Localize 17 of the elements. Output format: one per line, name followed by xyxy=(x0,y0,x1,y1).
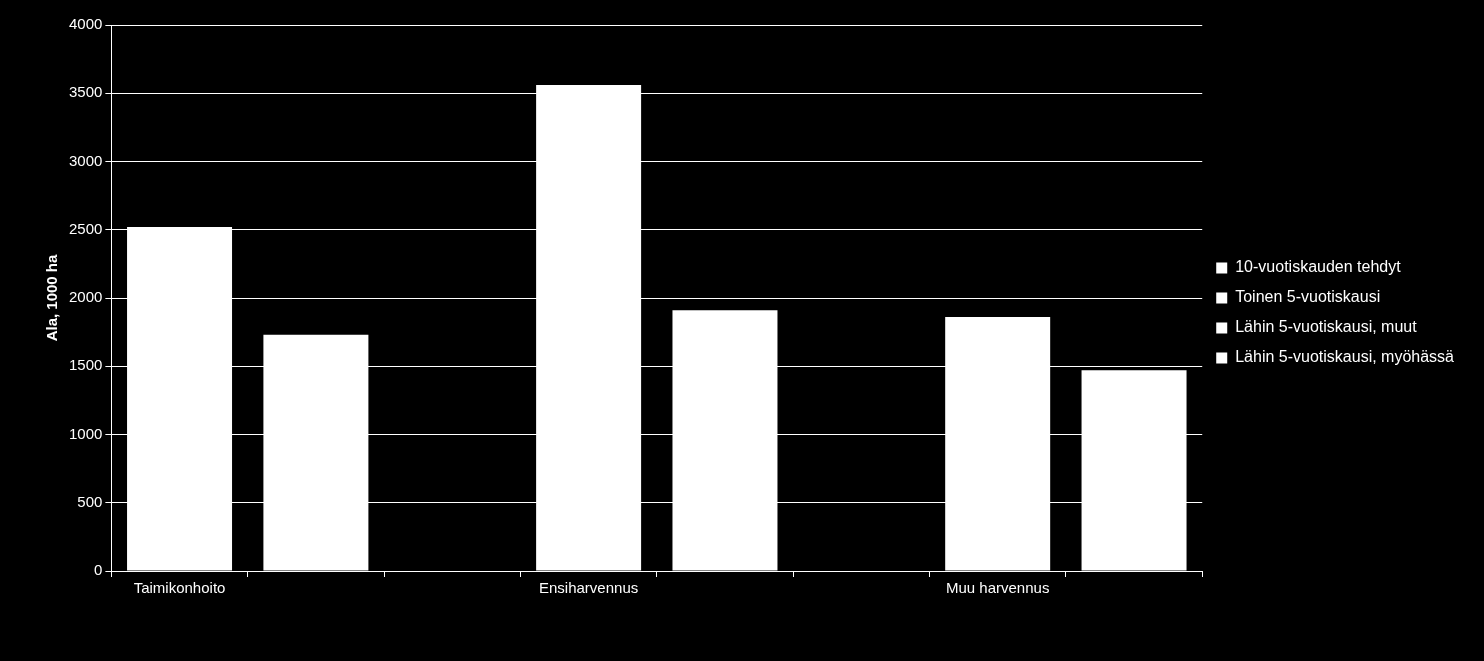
y-tick-label: 3500 xyxy=(68,83,103,101)
y-axis-title: Ala, 1000 ha xyxy=(43,253,61,342)
legend-label: Lähin 5-vuotiskausi, muut xyxy=(1235,318,1418,336)
legend-label: 10-vuotiskauden tehdyt xyxy=(1235,258,1402,276)
y-tick-label: 2500 xyxy=(68,219,103,237)
x-tick-label: Muu harvennus xyxy=(945,579,1050,597)
y-tick-label: 1500 xyxy=(68,356,103,374)
legend-label: Lähin 5-vuotiskausi, myöhässä xyxy=(1235,348,1455,366)
y-tick-label: 500 xyxy=(77,492,103,510)
y-tick-label: 0 xyxy=(94,561,103,579)
x-tick-label: Ensiharvennus xyxy=(539,579,639,597)
y-tick-label: 4000 xyxy=(68,15,103,33)
legend-label: Toinen 5-vuotiskausi xyxy=(1235,288,1381,306)
y-tick-label: 3000 xyxy=(68,151,103,169)
x-tick-label: Taimikonhoito xyxy=(133,579,226,597)
y-tick-label: 1000 xyxy=(68,424,103,442)
y-tick-label: 2000 xyxy=(68,288,103,306)
